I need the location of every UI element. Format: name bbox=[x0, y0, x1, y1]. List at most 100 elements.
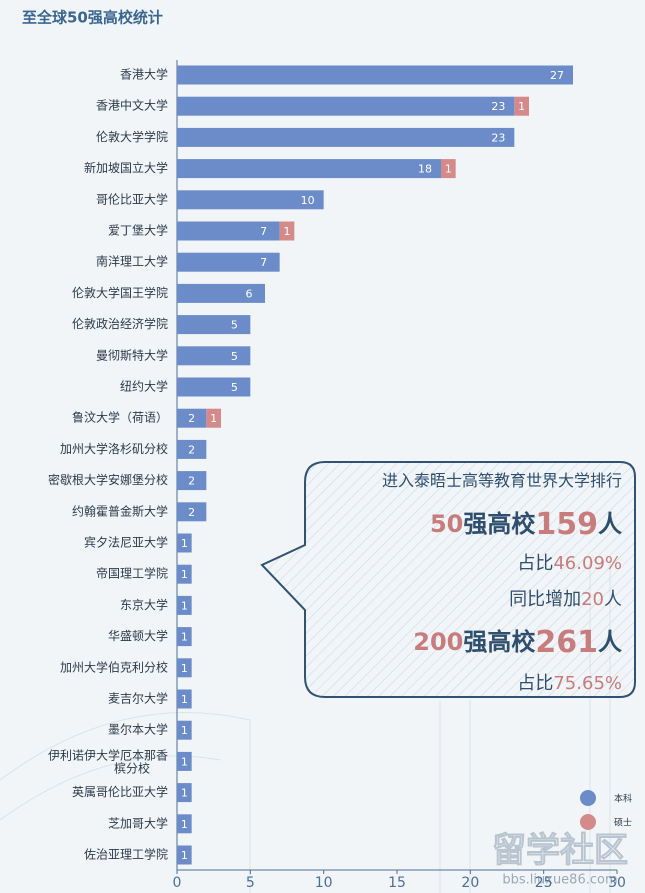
callout-text: 46.09% bbox=[553, 553, 622, 574]
bar-segment bbox=[177, 190, 324, 210]
watermark: 留学社区 bbox=[492, 831, 628, 871]
callout-text: 强高校 bbox=[463, 628, 536, 656]
data-label: 1 bbox=[181, 755, 188, 768]
y-tick-label: 伦敦大学学院 bbox=[96, 129, 168, 144]
y-tick-label: 约翰霍普金斯大学 bbox=[72, 503, 168, 518]
data-label: 1 bbox=[181, 662, 188, 675]
x-tick-label: 20 bbox=[461, 875, 479, 891]
data-label: 6 bbox=[246, 287, 253, 300]
bar-segment bbox=[177, 533, 192, 553]
data-label: 7 bbox=[260, 256, 267, 269]
bar-segment bbox=[177, 439, 207, 459]
data-label: 1 bbox=[181, 818, 188, 831]
data-label: 1 bbox=[181, 724, 188, 737]
chart-title: 至全球50强高校统计 bbox=[22, 9, 163, 27]
data-label: 1 bbox=[181, 849, 188, 862]
bar-segment bbox=[177, 564, 192, 584]
data-label: 1 bbox=[210, 412, 217, 425]
y-tick-label: 曼彻斯特大学 bbox=[96, 347, 168, 362]
bar-segment bbox=[206, 408, 221, 428]
callout-text: 75.65% bbox=[553, 673, 622, 694]
data-label: 1 bbox=[181, 599, 188, 612]
callout-text: 159 bbox=[535, 507, 598, 542]
callout-line: 占比46.09% bbox=[517, 553, 622, 574]
callout-text: 强高校 bbox=[463, 510, 536, 538]
data-label: 2 bbox=[188, 412, 195, 425]
y-tick-label: 华盛顿大学 bbox=[108, 628, 168, 643]
callout-line: 同比增加20人 bbox=[509, 589, 622, 610]
y-tick-label: 伦敦大学国王学院 bbox=[72, 285, 168, 300]
y-tick-label: 鲁汶大学（荷语） bbox=[72, 410, 168, 425]
callout-text: 同比增加 bbox=[509, 589, 581, 610]
callout-text: 261 bbox=[535, 625, 598, 660]
callout: 进入泰晤士高等教育世界大学排行50强高校159人占比46.09%同比增加20人2… bbox=[382, 471, 622, 695]
bar-segment bbox=[177, 283, 265, 303]
legend-label: 本科 bbox=[614, 793, 632, 805]
data-label: 2 bbox=[188, 475, 195, 488]
x-tick-label: 30 bbox=[608, 875, 626, 891]
y-tick-label: 宾夕法尼亚大学 bbox=[84, 535, 168, 550]
data-label: 1 bbox=[284, 225, 291, 238]
data-label: 27 bbox=[550, 69, 564, 82]
data-label: 1 bbox=[181, 568, 188, 581]
bar-segment bbox=[177, 96, 515, 116]
callout-text: 占比 bbox=[517, 673, 553, 694]
bar-segment bbox=[177, 751, 192, 771]
y-tick-label: 伦敦政治经济学院 bbox=[72, 316, 168, 331]
y-tick-label: 加州大学洛杉矶分校 bbox=[60, 441, 168, 456]
data-label: 18 bbox=[418, 163, 432, 176]
bar-segment bbox=[177, 783, 192, 803]
callout-text: 占比 bbox=[517, 553, 553, 574]
callout-box bbox=[260, 461, 636, 698]
bar-segment bbox=[177, 689, 192, 709]
data-label: 10 bbox=[301, 194, 315, 207]
y-tick-label: 芝加哥大学 bbox=[108, 815, 168, 830]
data-label: 1 bbox=[181, 693, 188, 706]
data-label: 23 bbox=[491, 100, 505, 113]
data-label: 5 bbox=[231, 381, 238, 394]
x-tick-label: 0 bbox=[173, 875, 182, 891]
callout-text: 进入泰晤士高等教育世界大学排行 bbox=[382, 471, 622, 490]
y-tick-label: 新加坡国立大学 bbox=[84, 160, 168, 175]
x-tick-label: 25 bbox=[535, 875, 553, 891]
bar-segment bbox=[177, 595, 192, 615]
data-label: 7 bbox=[260, 225, 267, 238]
y-tick-label: 东京大学 bbox=[120, 597, 168, 612]
data-label: 2 bbox=[188, 506, 195, 519]
bar-segment bbox=[177, 408, 207, 428]
y-tick-label: 密歇根大学安娜堡分校 bbox=[48, 472, 168, 487]
data-label: 1 bbox=[181, 631, 188, 644]
bar-segment bbox=[177, 720, 192, 740]
y-tick-label: 佐治亚理工学院 bbox=[84, 847, 168, 862]
bar-segment bbox=[177, 252, 280, 272]
callout-text: 人 bbox=[598, 628, 622, 656]
legend-label: 硕士 bbox=[614, 817, 632, 829]
y-tick-label: 南洋理工大学 bbox=[96, 254, 168, 269]
background-decoration bbox=[0, 560, 611, 893]
bar-segment bbox=[177, 159, 441, 179]
data-label: 1 bbox=[181, 537, 188, 550]
y-tick-label: 帝国理工学院 bbox=[96, 566, 168, 581]
callout-line: 200强高校261人 bbox=[413, 625, 622, 660]
y-tick-label-line: 槟分校 bbox=[114, 760, 150, 775]
bar-segment bbox=[177, 65, 573, 85]
data-label: 1 bbox=[445, 163, 452, 176]
y-tick-label: 伊利诺伊大学厄本那香槟分校 bbox=[48, 747, 168, 775]
data-label: 5 bbox=[231, 319, 238, 332]
bar-segment bbox=[279, 221, 295, 241]
y-tick-label: 加州大学伯克利分校 bbox=[60, 659, 168, 674]
x-tick-label: 15 bbox=[388, 875, 406, 891]
bar-segment bbox=[177, 346, 251, 366]
data-label: 2 bbox=[188, 443, 195, 456]
callout-text: 人 bbox=[604, 589, 622, 610]
bar-segment bbox=[514, 96, 529, 116]
callout-text: 200 bbox=[413, 628, 463, 656]
callout-line: 进入泰晤士高等教育世界大学排行 bbox=[382, 471, 622, 490]
x-tick-label: 5 bbox=[246, 875, 255, 891]
bar-segment bbox=[177, 502, 207, 522]
callout-text: 人 bbox=[598, 510, 622, 538]
y-tick-label: 香港大学 bbox=[120, 67, 168, 82]
y-tick-label: 英属哥伦比亚大学 bbox=[72, 784, 168, 799]
y-tick-label: 哥伦比亚大学 bbox=[96, 191, 168, 206]
